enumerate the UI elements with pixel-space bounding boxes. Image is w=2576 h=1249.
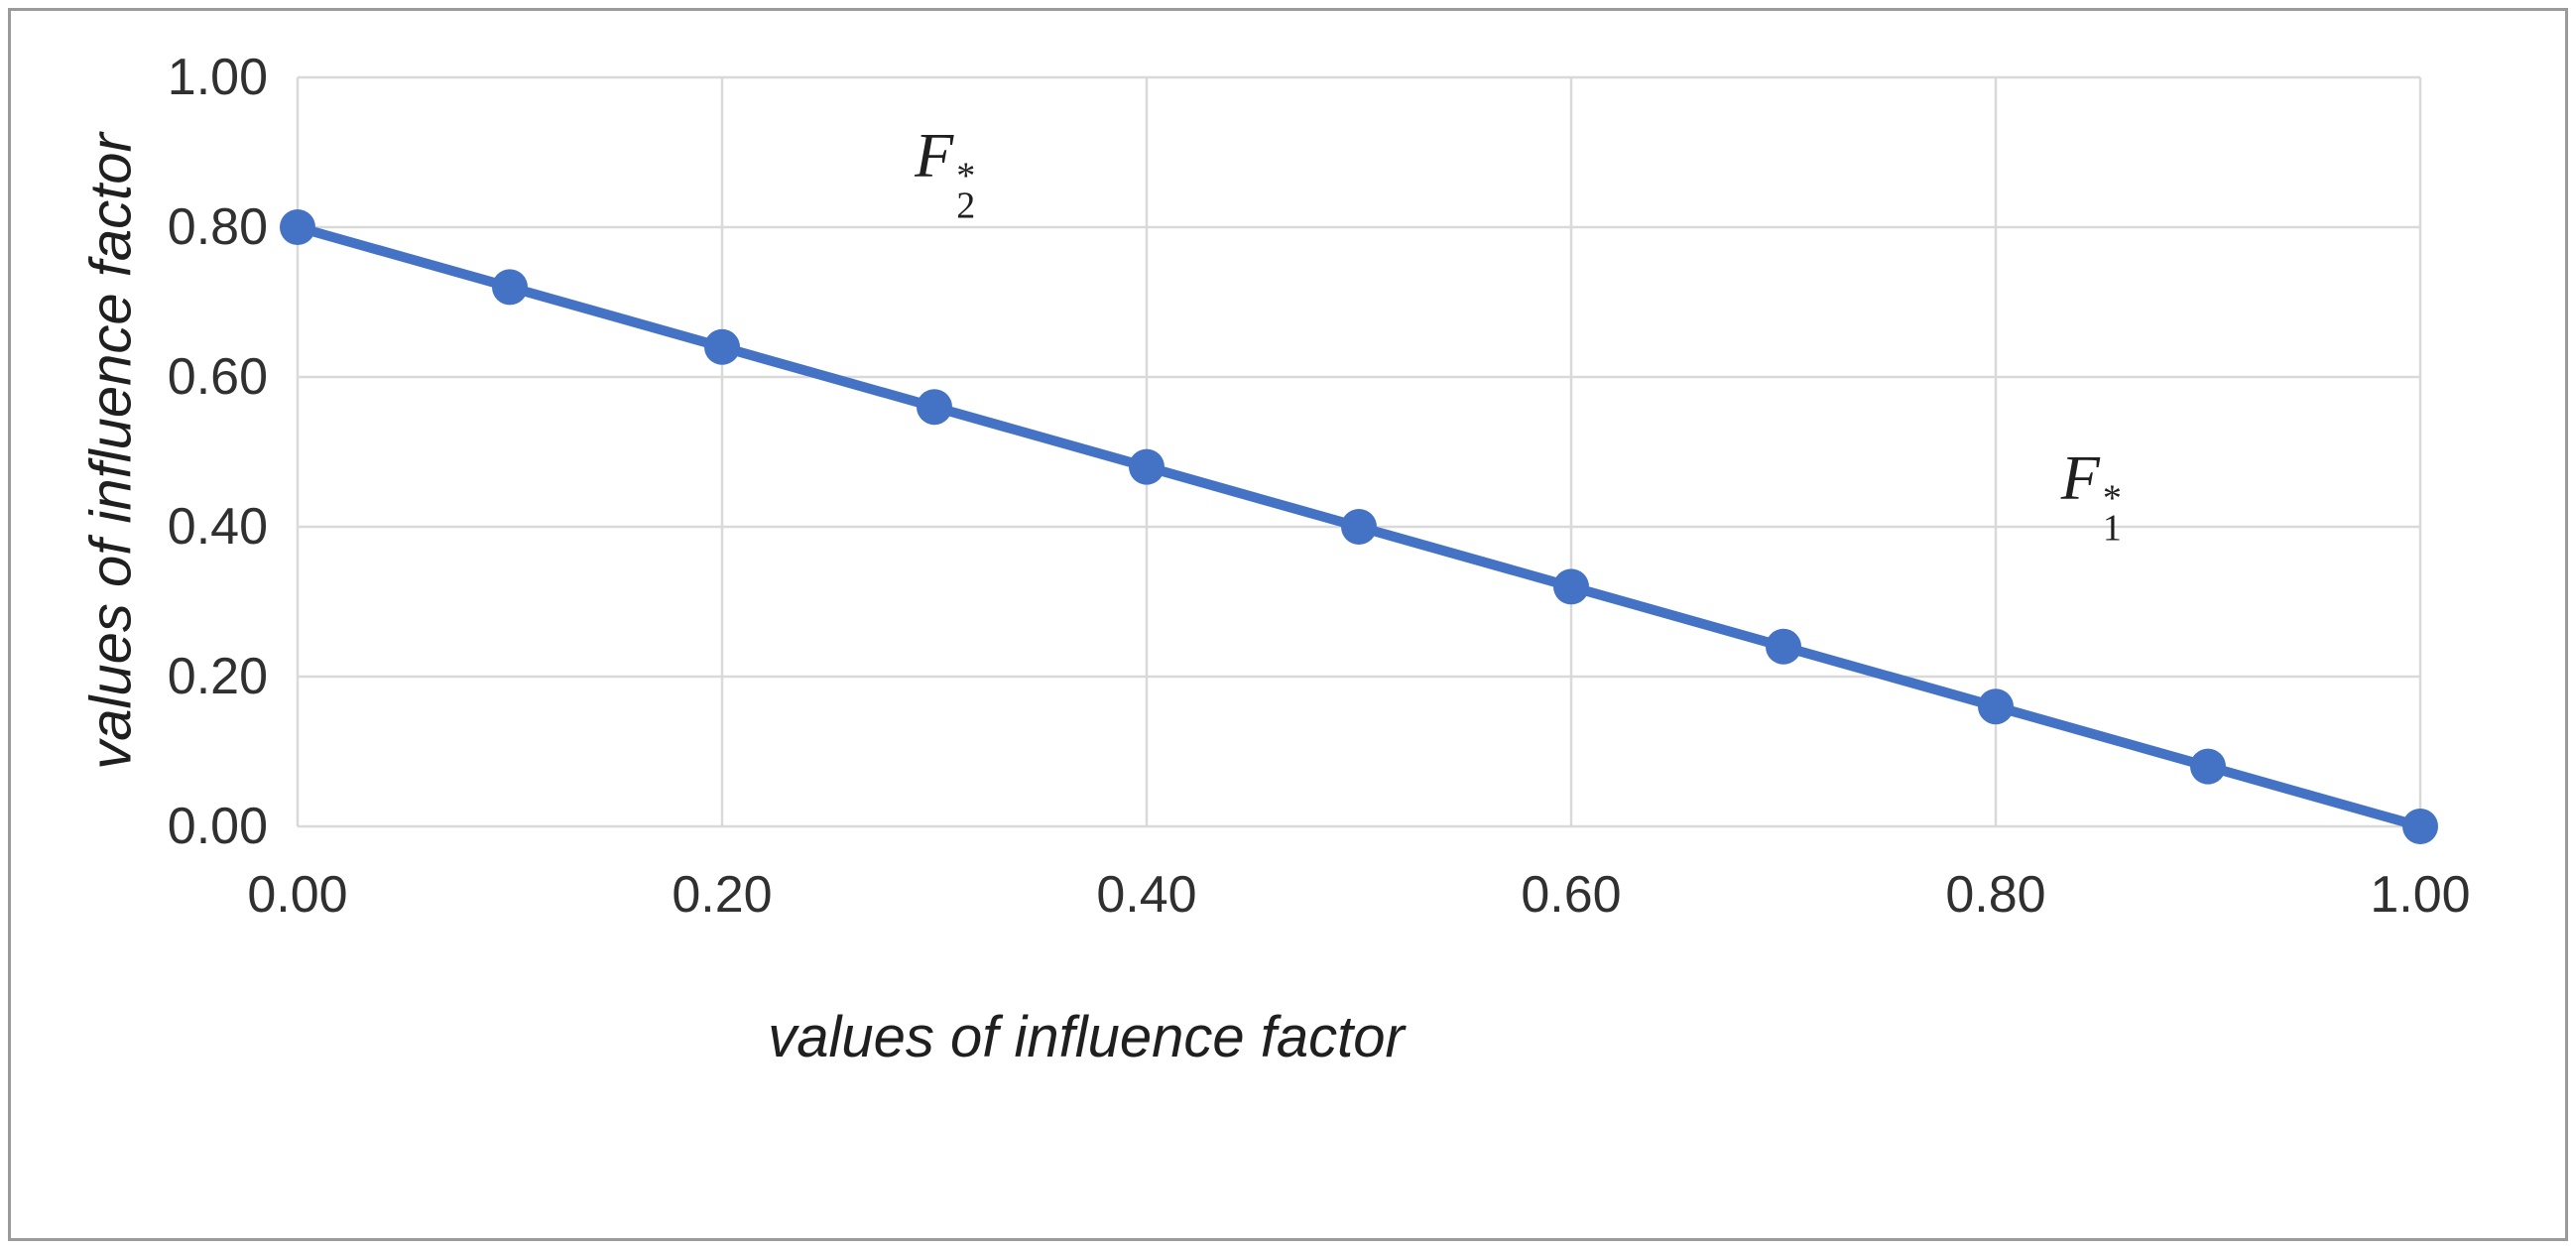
y-axis-title: values of influence factor [78,133,144,770]
annotation-f1-sup: * [2102,477,2122,520]
annotation-f2-sup: * [956,155,976,197]
data-point-marker [704,328,740,365]
annotation-f1-label: F * 1 [2060,441,2122,550]
data-point-marker [1129,448,1165,485]
data-point-marker [492,269,528,306]
data-point-marker [2190,748,2226,785]
x-axis-title: values of influence factor [768,1005,1405,1069]
data-point-marker [280,209,315,245]
data-point-marker [1766,628,1801,665]
data-point-marker [2402,809,2438,844]
data-point-marker [1978,688,2014,725]
data-point-marker [1553,568,1589,605]
annotation-f2-label: F * 2 [915,119,976,227]
annotation-f2-base: F [915,119,954,190]
data-point-marker [917,389,952,426]
data-point-marker [1341,509,1377,545]
annotation-f1-base: F [2060,441,2100,513]
annotation-f2-sub: 2 [956,185,976,227]
annotation-f1-sub: 1 [2102,507,2122,550]
